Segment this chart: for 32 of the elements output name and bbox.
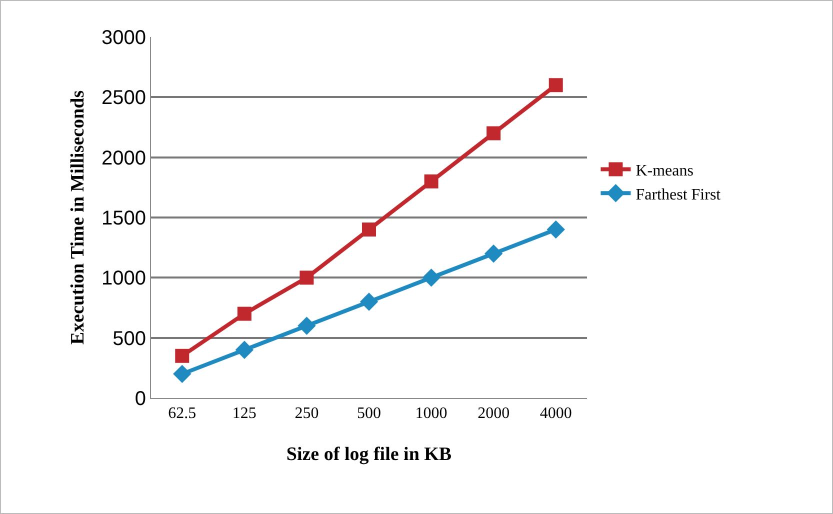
x-axis-title: Size of log file in KB <box>286 444 452 465</box>
point <box>173 364 192 384</box>
point <box>298 316 316 335</box>
point <box>422 268 440 287</box>
x-tick-label: 125 <box>232 405 256 422</box>
point <box>175 348 190 363</box>
point <box>484 244 503 263</box>
point <box>235 340 254 359</box>
point <box>486 126 501 140</box>
point <box>360 292 378 311</box>
y-tick-label: 2500 <box>102 87 146 110</box>
x-tick-label: 250 <box>294 405 319 422</box>
y-axis-title: Execution Time in Milliseconds <box>67 90 88 345</box>
x-tick-label: 500 <box>357 405 381 422</box>
y-tick-label: 2000 <box>102 147 146 170</box>
point <box>548 78 563 92</box>
x-tick-label: 4000 <box>540 405 572 422</box>
legend-label: Farthest First <box>636 186 722 204</box>
point <box>362 222 376 237</box>
y-tick-label: 1000 <box>102 268 146 290</box>
point <box>424 174 438 188</box>
x-tick-label: 1000 <box>415 405 448 422</box>
y-tick-label: 0 <box>134 388 146 410</box>
legend-label: K-means <box>636 162 694 180</box>
x-tick-label: 2000 <box>478 405 510 422</box>
y-tick-label: 1500 <box>102 208 146 230</box>
point <box>546 220 565 239</box>
point <box>237 306 252 321</box>
point <box>300 270 314 285</box>
y-tick-label: 3000 <box>102 27 146 49</box>
x-tick-label: 62.5 <box>168 405 196 422</box>
y-tick-label: 500 <box>112 328 146 350</box>
